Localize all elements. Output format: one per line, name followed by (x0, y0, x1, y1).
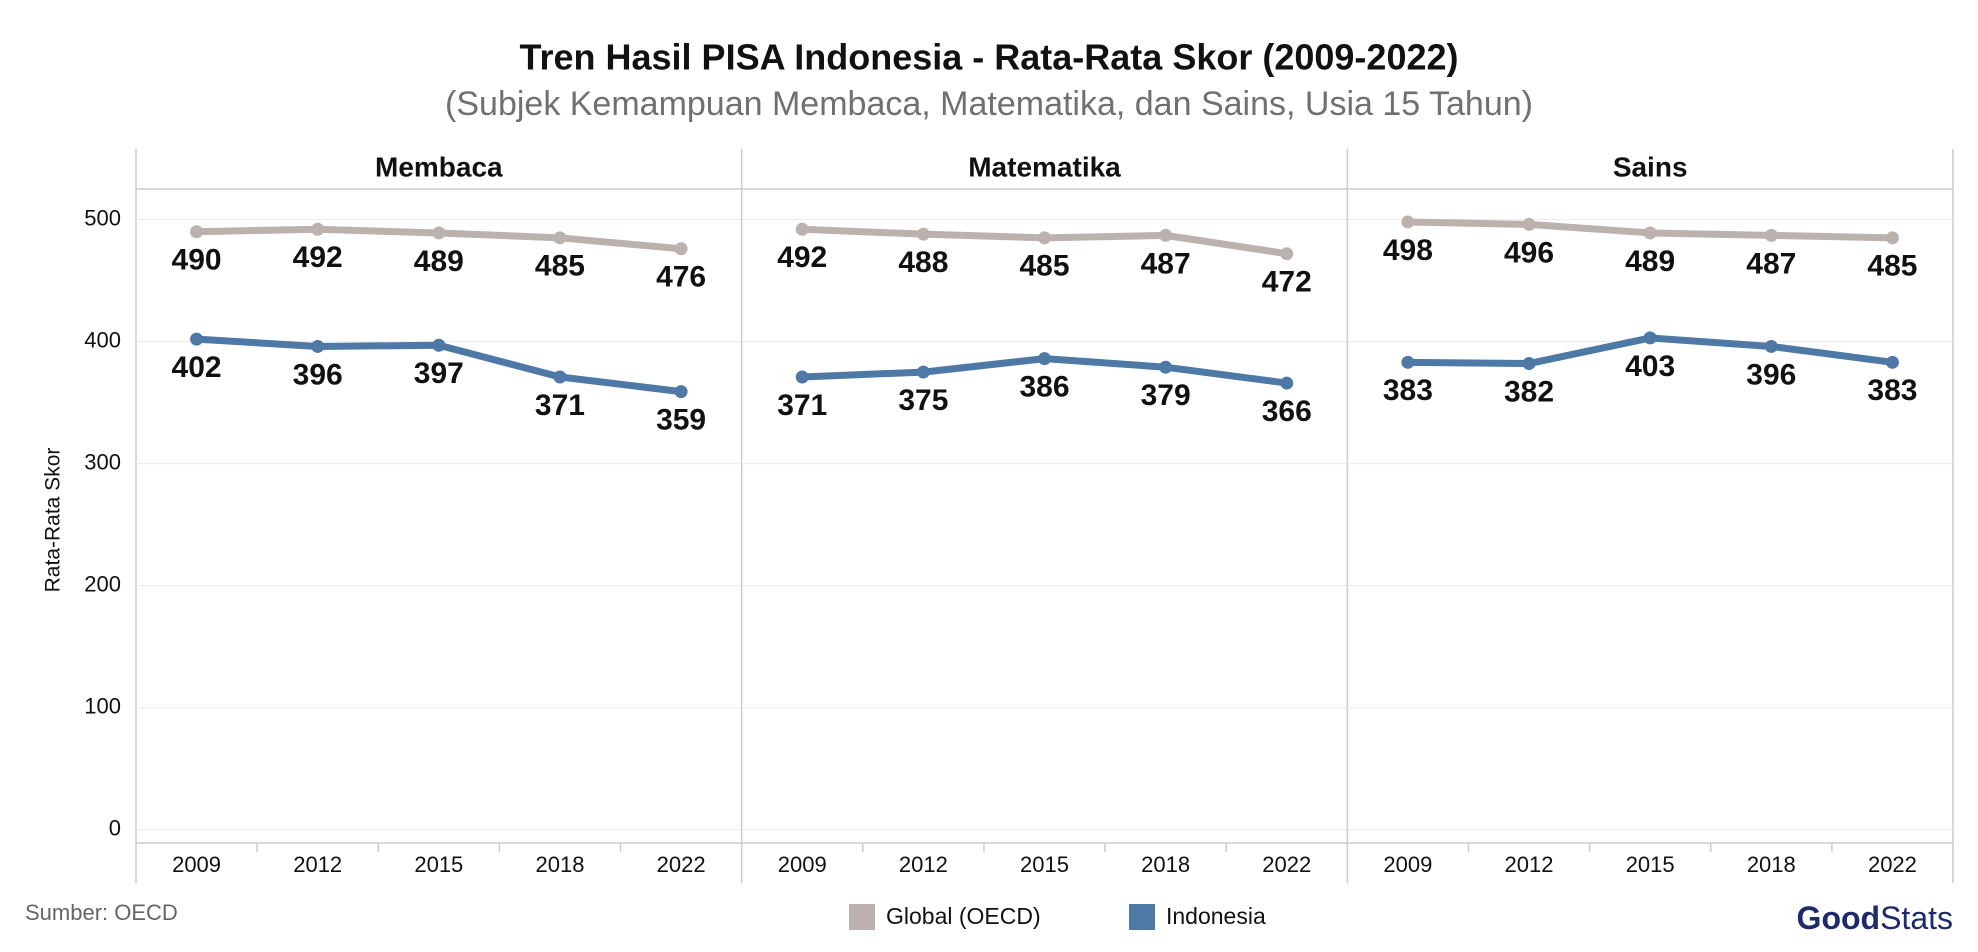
x-tick-label: 2009 (778, 852, 827, 877)
point (553, 370, 567, 384)
data-label: 371 (535, 389, 585, 422)
x-tick-label: 2009 (1383, 852, 1432, 877)
chart-title: Tren Hasil PISA Indonesia - Rata-Rata Sk… (519, 37, 1458, 78)
point (190, 332, 204, 346)
x-tick-label: 2022 (657, 852, 706, 877)
point (795, 370, 809, 384)
point (1764, 228, 1778, 242)
data-label: 485 (1867, 250, 1917, 283)
data-label: 492 (777, 241, 827, 274)
point (190, 225, 204, 239)
source: Sumber: OECD (25, 900, 178, 925)
y-tick-label: 0 (109, 816, 121, 841)
y-tick-label: 200 (84, 571, 121, 596)
point (1159, 228, 1173, 242)
x-tick-label: 2022 (1262, 852, 1311, 877)
point (1401, 355, 1415, 369)
data-label: 371 (777, 389, 827, 422)
y-axis-label: Rata-Rata Skor (42, 448, 65, 593)
data-label: 386 (1019, 371, 1069, 404)
x-tick-label: 2018 (1141, 852, 1190, 877)
data-label: 397 (414, 357, 464, 390)
point (553, 231, 567, 245)
point (1280, 247, 1294, 261)
point (1885, 355, 1899, 369)
panel-title: Membaca (375, 151, 503, 182)
data-label: 489 (1625, 245, 1675, 278)
x-tick-label: 2022 (1868, 852, 1917, 877)
panel-title: Sains (1613, 151, 1688, 182)
logo-part: Good (1797, 900, 1881, 936)
point (1522, 217, 1536, 231)
x-tick-label: 2012 (293, 852, 342, 877)
x-tick-label: 2018 (535, 852, 584, 877)
x-tick-label: 2009 (172, 852, 221, 877)
data-label: 489 (414, 245, 464, 278)
data-label: 485 (535, 250, 585, 283)
y-tick-label: 400 (84, 327, 121, 352)
panel-title: Matematika (968, 151, 1121, 182)
data-label: 402 (172, 351, 222, 384)
legend-swatch (849, 904, 875, 930)
legend-label: Global (OECD) (886, 903, 1041, 929)
point (1764, 339, 1778, 353)
y-tick-label: 100 (84, 694, 121, 719)
x-tick-label: 2015 (414, 852, 463, 877)
data-label: 472 (1262, 266, 1312, 299)
data-label: 488 (898, 246, 948, 279)
legend-swatch (1129, 904, 1155, 930)
x-tick-label: 2012 (899, 852, 948, 877)
point (1159, 360, 1173, 374)
y-tick-label: 300 (84, 449, 121, 474)
data-label: 485 (1019, 250, 1069, 283)
data-label: 375 (898, 384, 948, 417)
point (432, 226, 446, 240)
data-label: 396 (1746, 358, 1796, 391)
point (1038, 352, 1051, 366)
point (311, 222, 325, 236)
point (1280, 376, 1294, 390)
point (1643, 331, 1657, 345)
data-label: 382 (1504, 375, 1554, 408)
data-label: 487 (1141, 247, 1191, 280)
point (674, 385, 688, 399)
legend-label: Indonesia (1166, 903, 1266, 929)
data-label: 476 (656, 261, 706, 294)
point (916, 227, 930, 241)
point (795, 222, 809, 236)
data-label: 379 (1141, 379, 1191, 412)
x-tick-label: 2015 (1020, 852, 1069, 877)
chart-subtitle: (Subjek Kemampuan Membaca, Matematika, d… (445, 85, 1533, 123)
point (311, 339, 325, 353)
x-tick-label: 2015 (1626, 852, 1675, 877)
data-label: 396 (293, 358, 343, 391)
point (1643, 226, 1657, 240)
data-label: 383 (1383, 374, 1433, 407)
point (1522, 357, 1536, 371)
point (1885, 231, 1899, 245)
data-label: 498 (1383, 234, 1433, 267)
logo-part: Stats (1880, 900, 1953, 936)
point (1038, 231, 1051, 245)
data-label: 383 (1867, 374, 1917, 407)
data-label: 496 (1504, 236, 1554, 269)
data-label: 490 (172, 244, 222, 277)
x-tick-label: 2012 (1505, 852, 1554, 877)
data-label: 403 (1625, 350, 1675, 383)
logo: GoodStats (1797, 900, 1953, 936)
y-tick-label: 500 (84, 205, 121, 230)
x-tick-label: 2018 (1747, 852, 1796, 877)
point (1401, 215, 1415, 229)
data-label: 487 (1746, 247, 1796, 280)
point (432, 338, 446, 352)
point (916, 365, 930, 379)
data-label: 492 (293, 241, 343, 274)
data-label: 366 (1262, 395, 1312, 428)
point (674, 242, 688, 256)
data-label: 359 (656, 404, 706, 437)
